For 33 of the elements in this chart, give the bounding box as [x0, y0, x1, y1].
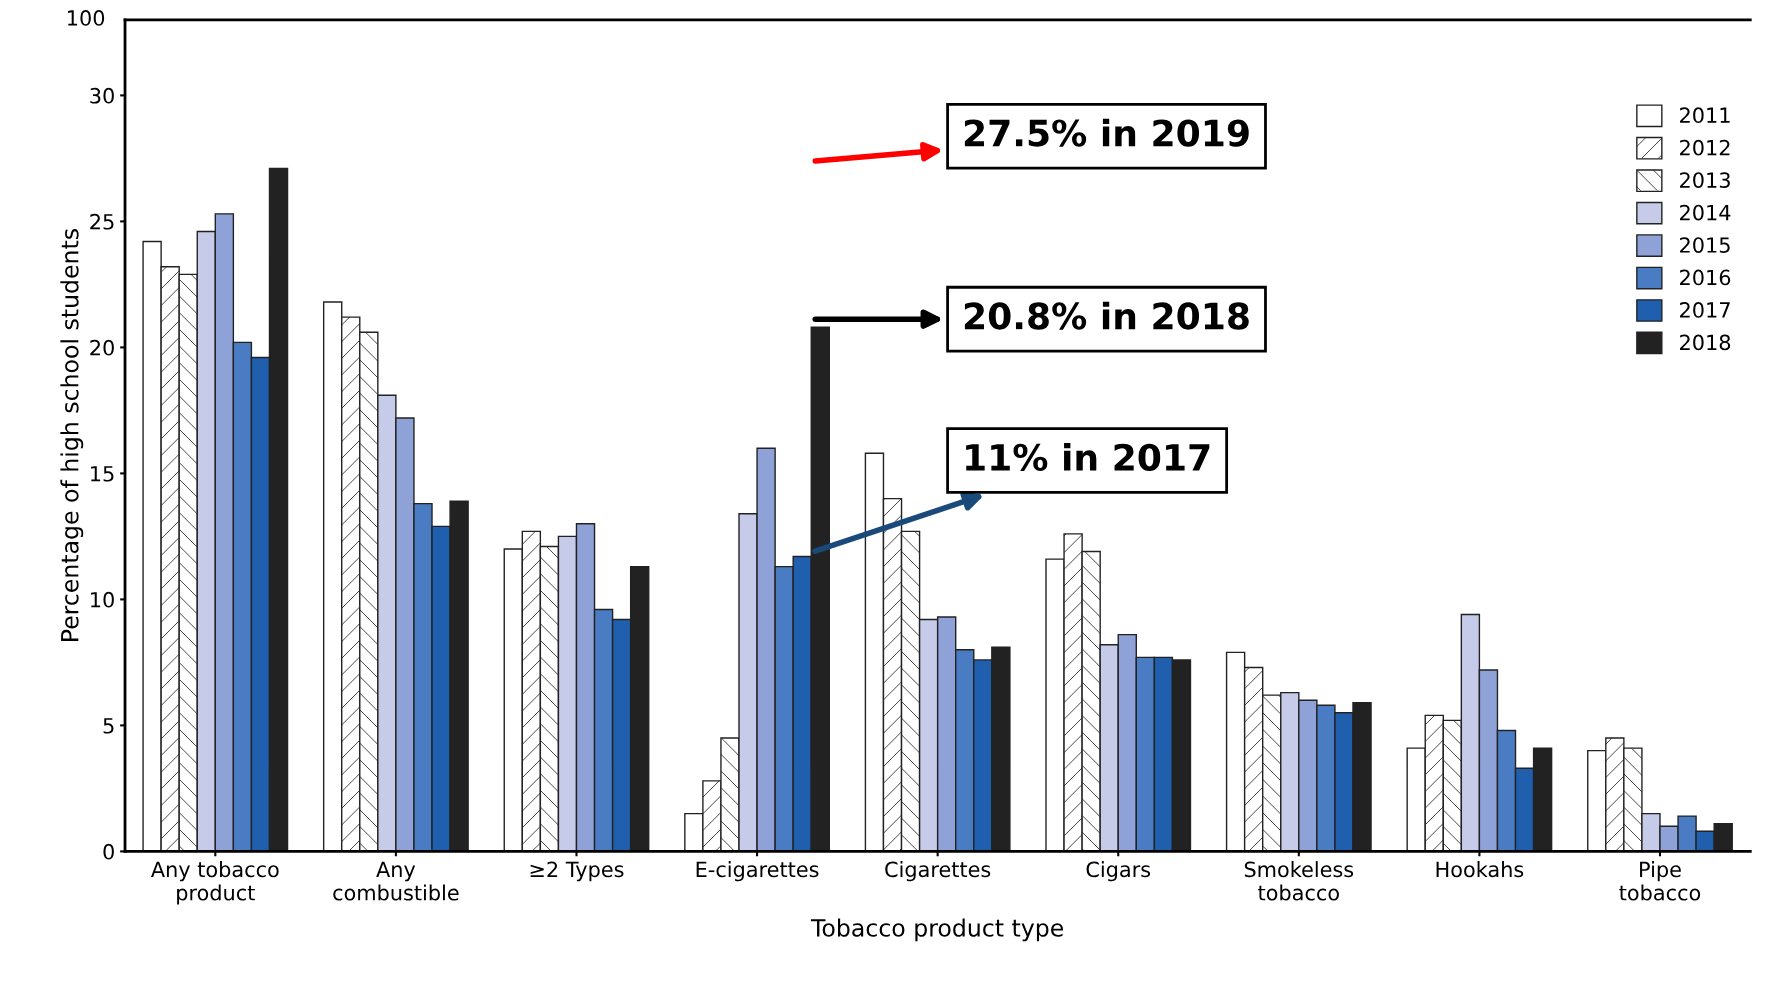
y-tick-label: 10: [91, 591, 114, 608]
legend-label: 2016: [1680, 269, 1731, 286]
x-tick-label: ≥2 Types: [530, 861, 624, 882]
bar: [1225, 651, 1246, 852]
bar: [1406, 747, 1426, 852]
bar: [503, 548, 524, 852]
legend-label: 2018: [1680, 334, 1731, 351]
legend-label: 2017: [1680, 302, 1730, 318]
legend-label: 2013: [1680, 172, 1730, 188]
y-tick-label: 5: [103, 718, 114, 734]
x-tick-label: E-cigarettes: [696, 861, 819, 882]
x-tick-label: Hookahs: [1436, 861, 1524, 878]
legend-label: 2011: [1680, 107, 1730, 124]
y-tick-label: 25: [90, 213, 114, 230]
x-tick-label: Any tobacco product: [150, 861, 279, 905]
legend-label: 2012: [1680, 139, 1730, 156]
x-tick-label: Cigars: [1086, 861, 1151, 882]
x-tick-label: Pipe tobacco: [1619, 861, 1701, 901]
y-tick-label: 0: [103, 843, 114, 860]
annotation: 20.8% in 2018: [964, 301, 1249, 330]
x-tick-label: Cigarettes: [885, 861, 991, 882]
text: 100: [68, 10, 105, 26]
annotation: 27.5% in 2019: [964, 118, 1249, 147]
legend-label: 2014: [1680, 204, 1731, 221]
x-tick-label: Any combustible: [333, 861, 459, 901]
y-axis-title: Percentage of high school students: [60, 229, 84, 641]
x-axis-title: Tobacco product type: [810, 918, 1064, 942]
legend-label: 2015: [1680, 237, 1730, 253]
annotation: 11% in 2017: [966, 443, 1210, 472]
y-tick-label: 20: [90, 339, 114, 356]
x-tick-label: Smokeless tobacco: [1244, 861, 1354, 901]
y-tick-label: 15: [91, 466, 114, 482]
y-tick-label: 30: [90, 87, 114, 104]
